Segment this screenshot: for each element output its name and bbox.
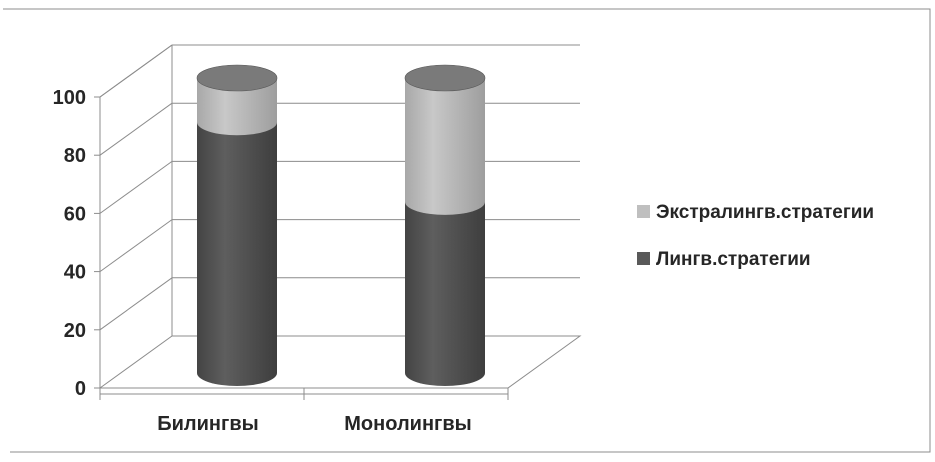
bar-segment [197, 109, 277, 387]
bar-segment [405, 188, 485, 386]
gridline-side [99, 102, 173, 156]
gridline-side [99, 44, 173, 98]
chart-border [3, 8, 931, 453]
gridline-side [99, 219, 173, 273]
x-axis-labels: Билингвы Монолингвы [157, 413, 471, 435]
bar-top-cap [196, 64, 278, 92]
legend: Экстралингв.стратегии Лингв.стратегии [637, 202, 874, 270]
bar-segment [405, 65, 485, 215]
gridline-side [99, 277, 173, 331]
y-tick-label: 40 [64, 262, 86, 284]
y-tick-label: 0 [75, 378, 86, 400]
bars [196, 64, 486, 387]
y-axis-ticks: 0 20 40 60 80 100 [53, 87, 100, 400]
x-tick-label: Монолингвы [344, 413, 471, 435]
bar-top-cap [404, 64, 486, 92]
x-tick-label: Билингвы [157, 413, 258, 435]
y-tick-label: 80 [64, 145, 86, 167]
legend-label: Лингв.стратегии [656, 249, 811, 270]
plot-frame [98, 44, 582, 400]
gridline-side [99, 160, 173, 214]
floor [98, 335, 582, 389]
y-tick-label: 20 [64, 320, 86, 342]
legend-swatch [637, 205, 650, 218]
legend-swatch [637, 252, 650, 265]
legend-label: Экстралингв.стратегии [656, 202, 874, 223]
y-tick-label: 100 [53, 87, 86, 109]
y-tick-label: 60 [64, 203, 86, 225]
